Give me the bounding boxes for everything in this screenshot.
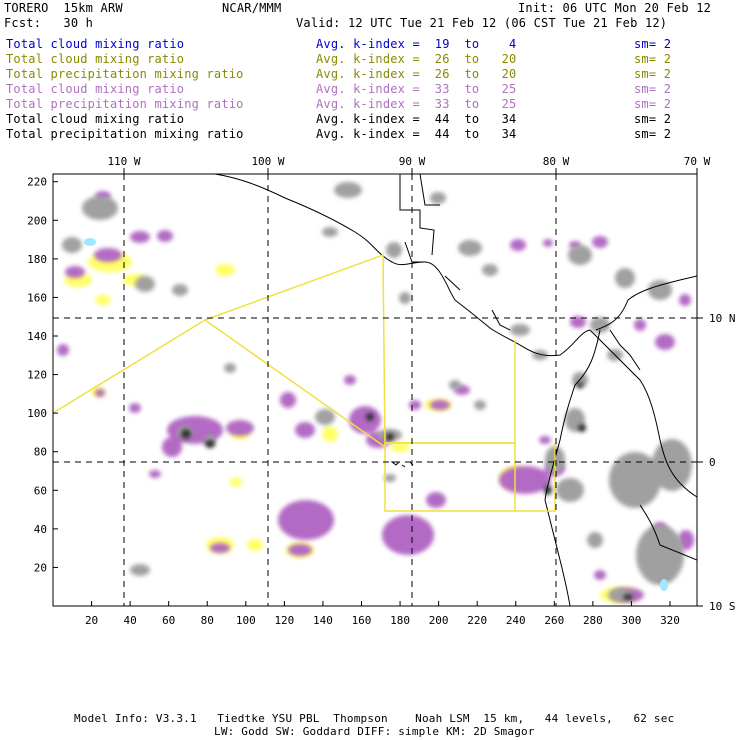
- dark-core-layer: [181, 382, 633, 600]
- physics-info: LW: Godd SW: Goddard DIFF: simple KM: 2D…: [214, 725, 535, 738]
- legend-field: Total precipitation mixing ratio: [6, 67, 244, 81]
- model-title: TORERO 15km ARW: [4, 1, 123, 15]
- x-tick-label: 60: [162, 614, 175, 627]
- valid-time: Valid: 12 UTC Tue 21 Feb 12 (06 CST Tue …: [296, 16, 668, 30]
- legend-kindex: Avg. k-index = 33 to 25: [316, 97, 517, 111]
- legend-field: Total precipitation mixing ratio: [6, 127, 244, 141]
- lat-label: 10 S: [709, 600, 736, 613]
- x-tick-label: 100: [236, 614, 256, 627]
- legend-field: Total cloud mixing ratio: [6, 37, 185, 51]
- legend-smoothing: sm= 2: [634, 127, 672, 141]
- x-tick-label: 180: [390, 614, 410, 627]
- legend-smoothing: sm= 2: [634, 82, 672, 96]
- legend-kindex: Avg. k-index = 33 to 25: [316, 82, 517, 96]
- y-tick-label: 200: [27, 214, 47, 227]
- x-tick-label: 280: [583, 614, 603, 627]
- y-tick-label: 20: [34, 561, 47, 574]
- legend-field: Total precipitation mixing ratio: [6, 97, 244, 111]
- lat-label: 10 N: [709, 312, 736, 325]
- x-tick-label: 120: [274, 614, 294, 627]
- x-tick-label: 140: [313, 614, 333, 627]
- legend-kindex: Avg. k-index = 26 to 20: [316, 67, 517, 81]
- lon-label: 70 W: [684, 155, 711, 168]
- x-tick-label: 240: [506, 614, 526, 627]
- domain-boundaries: [53, 253, 556, 512]
- x-tick-label: 80: [201, 614, 214, 627]
- legend-smoothing: sm= 2: [634, 37, 672, 51]
- legend-kindex: Avg. k-index = 44 to 34: [316, 112, 517, 126]
- legend-kindex: Avg. k-index = 26 to 20: [316, 52, 517, 66]
- legend-field: Total cloud mixing ratio: [6, 52, 185, 66]
- legend-smoothing: sm= 2: [634, 67, 672, 81]
- x-tick-label: 320: [660, 614, 680, 627]
- y-tick-label: 40: [34, 523, 47, 536]
- map-frame: [52, 173, 698, 607]
- y-tick-label: 100: [27, 407, 47, 420]
- x-tick-label: 300: [622, 614, 642, 627]
- y-tick-label: 80: [34, 446, 47, 459]
- y-tick-label: 120: [27, 369, 47, 382]
- legend-kindex: Avg. k-index = 44 to 34: [316, 127, 517, 141]
- lat-label: 0: [709, 456, 716, 469]
- y-tick-label: 160: [27, 291, 47, 304]
- center-label: NCAR/MMM: [222, 1, 282, 15]
- latlon-grid: [53, 174, 697, 606]
- legend-field: Total cloud mixing ratio: [6, 82, 185, 96]
- lon-label: 90 W: [399, 155, 426, 168]
- lon-label: 100 W: [251, 155, 284, 168]
- x-tick-label: 260: [544, 614, 564, 627]
- y-tick-label: 220: [27, 176, 47, 189]
- x-tick-label: 40: [124, 614, 137, 627]
- init-time: Init: 06 UTC Mon 20 Feb 12: [518, 1, 712, 15]
- grey-cloud-layer: [62, 182, 692, 602]
- x-tick-label: 160: [352, 614, 372, 627]
- x-tick-label: 200: [429, 614, 449, 627]
- lon-label: 80 W: [543, 155, 570, 168]
- y-tick-label: 140: [27, 330, 47, 343]
- water-highlight: [84, 238, 668, 591]
- legend-smoothing: sm= 2: [634, 97, 672, 111]
- y-tick-label: 60: [34, 484, 47, 497]
- legend-smoothing: sm= 2: [634, 52, 672, 66]
- forecast-hour: Fcst: 30 h: [4, 16, 94, 30]
- y-tick-label: 180: [27, 253, 47, 266]
- lon-label: 110 W: [107, 155, 140, 168]
- legend-smoothing: sm= 2: [634, 112, 672, 126]
- coastlines: [214, 174, 697, 606]
- legend-kindex: Avg. k-index = 19 to 4: [316, 37, 517, 51]
- model-info: Model Info: V3.3.1 Tiedtke YSU PBL Thomp…: [74, 712, 675, 725]
- x-tick-label: 20: [85, 614, 98, 627]
- legend-field: Total cloud mixing ratio: [6, 112, 185, 126]
- x-tick-label: 220: [467, 614, 487, 627]
